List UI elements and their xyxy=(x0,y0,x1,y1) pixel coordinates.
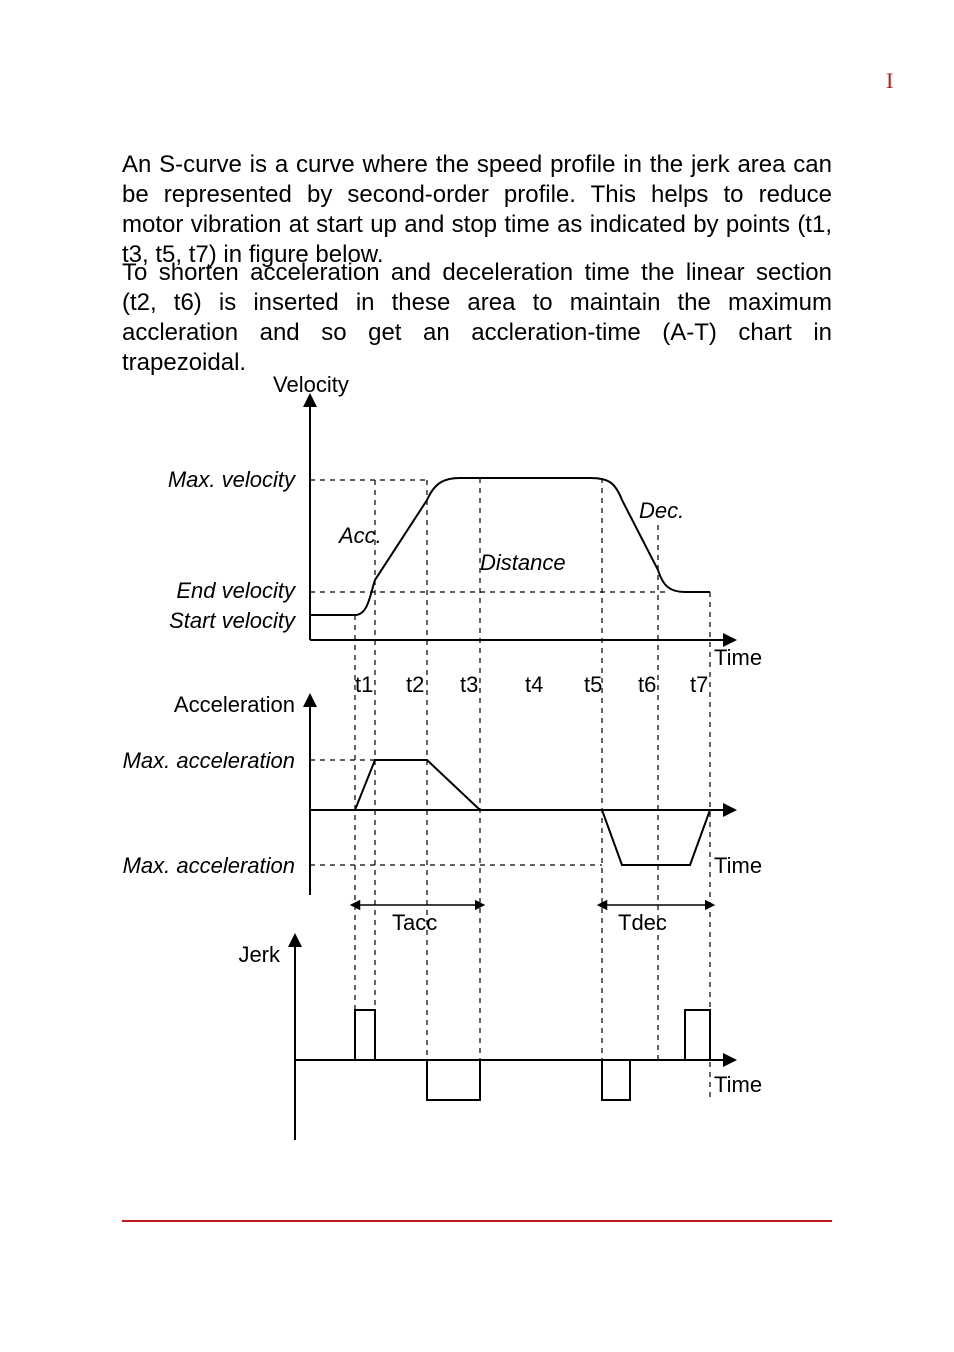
tick-t5: t5 xyxy=(584,672,602,698)
start-velocity-label: Start velocity xyxy=(169,608,295,634)
footer-rule xyxy=(122,1220,832,1222)
max-velocity-label: Max. velocity xyxy=(168,467,295,493)
tdec-label: Tdec xyxy=(618,910,667,936)
tick-t3: t3 xyxy=(460,672,478,698)
acceleration-title: Acceleration xyxy=(174,692,295,718)
jerk-chart xyxy=(295,940,730,1140)
acc-label: Acc. xyxy=(339,523,382,549)
dec-label: Dec. xyxy=(639,498,684,524)
jerk-title: Jerk xyxy=(238,942,280,968)
paragraph-2: To shorten acceleration and deceleration… xyxy=(122,258,832,378)
tick-t7: t7 xyxy=(690,672,708,698)
velocity-title: Velocity xyxy=(273,372,349,398)
s-curve-figure: Velocity Max. velocity End velocity Star… xyxy=(100,370,860,1160)
max-acc-neg-label: Max. acceleration xyxy=(123,853,295,879)
velocity-time-label: Time xyxy=(714,645,762,671)
page-marker: I xyxy=(886,68,893,94)
jerk-time-label: Time xyxy=(714,1072,762,1098)
paragraph-1: An S-curve is a curve where the speed pr… xyxy=(122,150,832,270)
tick-t1: t1 xyxy=(355,672,373,698)
tick-t2: t2 xyxy=(406,672,424,698)
acceleration-chart xyxy=(310,700,730,905)
acc-time-label: Time xyxy=(714,853,762,879)
tick-t4: t4 xyxy=(525,672,543,698)
tacc-label: Tacc xyxy=(392,910,437,936)
tick-t6: t6 xyxy=(638,672,656,698)
end-velocity-label: End velocity xyxy=(176,578,295,604)
distance-label: Distance xyxy=(480,550,566,576)
max-acc-pos-label: Max. acceleration xyxy=(123,748,295,774)
